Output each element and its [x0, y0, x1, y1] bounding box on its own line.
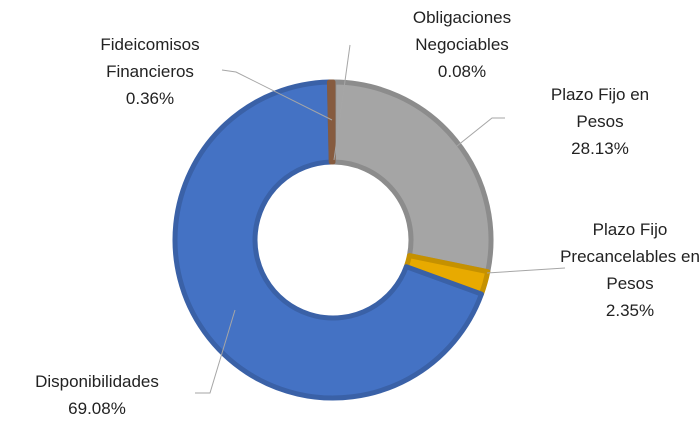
category-label: Obligaciones Negociables	[412, 8, 512, 54]
data-label: Disponibilidades 69.08%	[12, 368, 182, 422]
leader-line	[221, 69, 333, 121]
value-label: 0.08%	[437, 62, 487, 81]
category-label: Fideicomisos Financieros	[100, 35, 200, 81]
leader-line	[195, 309, 236, 394]
leader-line	[451, 117, 505, 151]
category-label: Plazo Fijo en Pesos	[550, 85, 650, 131]
leader-line	[333, 44, 351, 161]
donut-slice	[172, 79, 484, 401]
donut-slice	[326, 79, 336, 165]
value-label: 69.08%	[68, 399, 126, 418]
data-label: Plazo Fijo Precancelables en Pesos 2.35%	[550, 216, 699, 324]
data-label: Fideicomisos Financieros 0.36%	[75, 31, 225, 112]
leader-line	[486, 267, 566, 274]
value-label: 2.35%	[605, 301, 655, 320]
category-label: Disponibilidades	[35, 372, 159, 391]
category-label: Plazo Fijo Precancelables en Pesos	[560, 220, 699, 293]
donut-slice	[330, 79, 494, 275]
value-label: 28.13%	[571, 139, 629, 158]
data-label: Obligaciones Negociables 0.08%	[387, 4, 537, 85]
data-label: Plazo Fijo en Pesos 28.13%	[540, 81, 660, 162]
value-label: 0.36%	[125, 89, 175, 108]
